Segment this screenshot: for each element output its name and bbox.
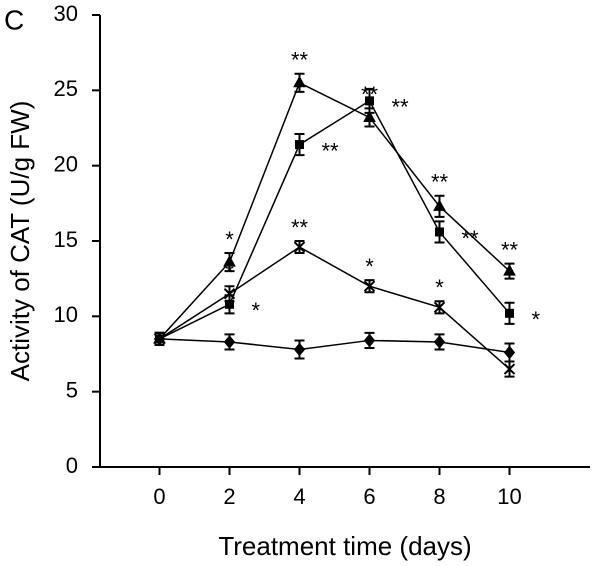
y-axis-title: Activity of CAT (U/g FW) — [5, 101, 35, 382]
marker — [433, 301, 446, 314]
marker — [363, 333, 376, 348]
y-tick-label: 10 — [54, 302, 78, 327]
significance-label: ** — [431, 170, 449, 195]
x-tick-label: 6 — [363, 484, 375, 509]
significance-label: ** — [322, 138, 340, 163]
marker — [295, 140, 304, 150]
x-tick-label: 2 — [223, 484, 235, 509]
marker — [503, 345, 516, 360]
x-tick-label: 0 — [153, 484, 165, 509]
significance-label: * — [532, 307, 541, 332]
y-tick-label: 0 — [66, 453, 78, 478]
marker — [223, 255, 236, 267]
marker — [293, 75, 306, 88]
y-tick-label: 20 — [54, 151, 78, 176]
series-line — [159, 246, 510, 370]
series-line — [159, 338, 510, 354]
significance-label: * — [225, 227, 234, 252]
significance-label: ** — [462, 226, 480, 251]
x-tick-label: 4 — [293, 484, 305, 509]
x-tick-label: 10 — [497, 484, 521, 509]
y-tick-label: 25 — [54, 76, 78, 101]
marker — [223, 287, 236, 300]
marker — [153, 332, 166, 345]
y-tick-label: 5 — [66, 377, 78, 402]
marker — [433, 335, 446, 349]
marker — [505, 308, 514, 318]
marker — [503, 264, 516, 276]
marker — [293, 241, 306, 254]
marker — [365, 96, 374, 106]
marker — [223, 335, 236, 349]
significance-label: * — [435, 275, 444, 300]
y-tick-label: 30 — [54, 1, 78, 26]
significance-label: ** — [392, 95, 410, 120]
marker — [363, 280, 376, 293]
significance-label: * — [365, 254, 374, 279]
series-line — [158, 81, 511, 340]
significance-label: ** — [361, 82, 379, 107]
series-line — [159, 99, 511, 340]
significance-label: * — [225, 260, 234, 285]
panel-label: C — [4, 4, 24, 35]
marker — [435, 227, 444, 237]
y-tick-label: 15 — [54, 227, 78, 252]
marker — [433, 199, 446, 211]
marker — [503, 363, 516, 376]
significance-label: ** — [291, 215, 309, 240]
x-tick-label: 8 — [433, 484, 445, 509]
significance-label: * — [252, 298, 261, 323]
marker — [363, 110, 376, 122]
marker — [293, 342, 306, 357]
significance-label: ** — [291, 48, 309, 73]
significance-label: ** — [501, 237, 519, 262]
x-axis-title: Treatment time (days) — [218, 531, 471, 561]
